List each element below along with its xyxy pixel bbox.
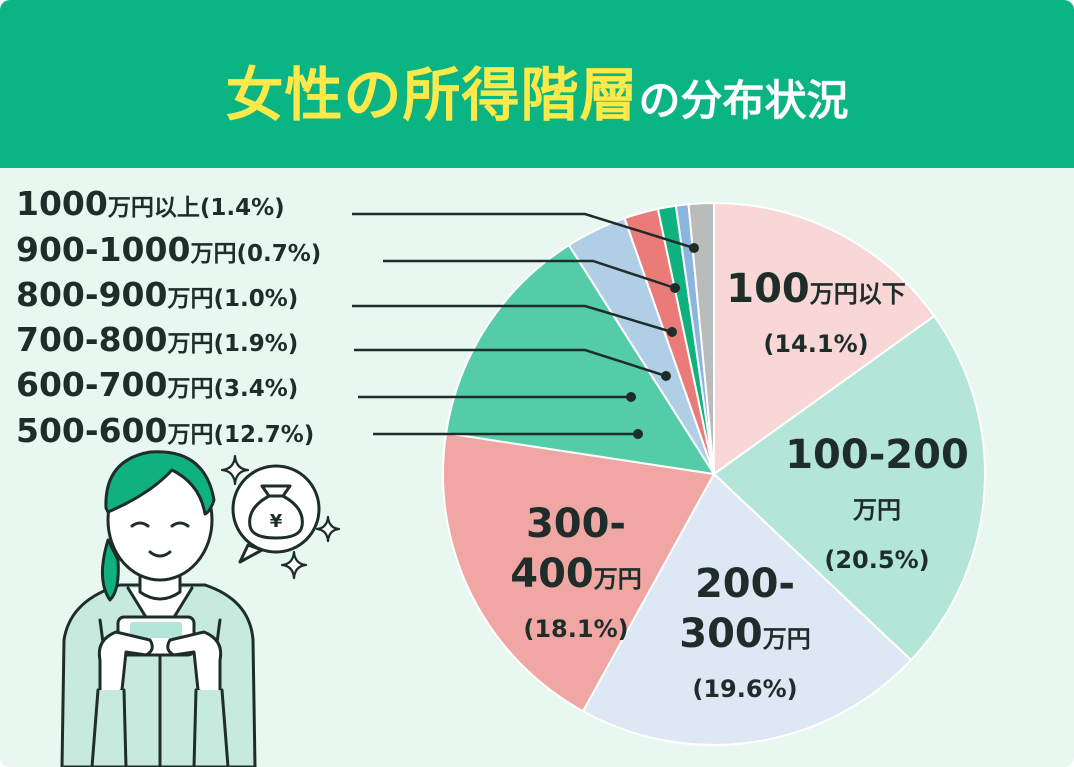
slice-label-2-line-0: 200- <box>695 561 795 607</box>
legend-unit: 万円 <box>167 286 214 312</box>
leader-dot-800-900 <box>667 327 677 337</box>
leader-line-700-800 <box>354 348 667 378</box>
slice-label-1-line-0: 100-200 <box>785 432 969 478</box>
pie-slice-9 <box>687 201 715 475</box>
slice-label-2-line-1: 300万円 <box>679 611 811 657</box>
legend-range: 800-900 <box>16 275 168 314</box>
legend-pct: (0.7%) <box>236 241 322 267</box>
leader-line-900-1000 <box>383 259 676 290</box>
money-bag-icon: ¥ <box>231 464 321 564</box>
svg-text:¥: ¥ <box>270 511 283 532</box>
slice-label-3-line-0: 300- <box>526 501 626 547</box>
pie-slice-1 <box>712 314 986 662</box>
page-title: 女性の所得階層の分布状況 <box>0 48 1074 132</box>
pie-slice-3 <box>442 431 716 713</box>
legend-range: 900-1000 <box>16 230 191 269</box>
legend-range: 600-700 <box>16 365 168 404</box>
slice-label-2-line-2: (19.6%) <box>692 675 797 703</box>
legend-item-900-1000: 900-1000万円(0.7%) <box>16 233 321 266</box>
legend-range: 1000 <box>16 184 108 223</box>
pie-slice-4 <box>444 243 717 476</box>
leader-dot-900-1000 <box>670 283 680 293</box>
leader-dot-1000-plus <box>689 243 699 253</box>
title-main: 女性の所得階層 <box>225 61 639 129</box>
legend-unit: 万円 <box>190 241 237 267</box>
slice-label-3-line-2: (18.1%) <box>523 615 628 643</box>
pie-slices <box>442 201 986 746</box>
leader-dot-500-600 <box>633 429 643 439</box>
legend-unit: 万円 <box>167 331 214 357</box>
legend-pct: (1.9%) <box>213 331 299 357</box>
leader-dot-700-800 <box>661 371 671 381</box>
slice-label-3-line-1: 400万円 <box>510 551 642 597</box>
legend-item-700-800: 700-800万円(1.9%) <box>16 323 298 356</box>
pie-slice-2 <box>581 472 913 746</box>
legend-item-1000-plus: 1000万円以上(1.4%) <box>16 187 285 220</box>
slice-label-0-line-0: 100万円以下 <box>726 266 906 312</box>
legend-leader-lines <box>352 212 699 439</box>
woman-illustration <box>60 450 257 767</box>
legend-range: 700-800 <box>16 320 168 359</box>
legend-unit: 万円 <box>167 376 214 402</box>
header-banner <box>0 0 1074 168</box>
legend-item-800-900: 800-900万円(1.0%) <box>16 278 298 311</box>
leader-dot-600-700 <box>626 392 636 402</box>
legend-item-600-700: 600-700万円(3.4%) <box>16 368 298 401</box>
slice-label-1-line-2: (20.5%) <box>824 546 929 574</box>
title-sub: の分布状況 <box>638 76 849 125</box>
legend-pct: (12.7%) <box>213 422 315 448</box>
legend-unit: 万円以上 <box>107 195 200 221</box>
slice-label-0-line-1: (14.1%) <box>763 330 868 358</box>
legend-pct: (1.0%) <box>213 286 299 312</box>
leader-line-1000-plus <box>352 212 695 250</box>
pie-slice-0 <box>713 201 936 476</box>
legend-range: 500-600 <box>16 411 168 450</box>
legend-pct: (1.4%) <box>199 195 285 221</box>
legend-pct: (3.4%) <box>213 376 299 402</box>
pie-slice-labels: 100万円以下 (14.1%) 100-200 万円 (20.5%) 200-300万円 (… <box>510 266 969 703</box>
legend-item-500-600: 500-600万円(12.7%) <box>16 414 314 447</box>
leader-line-800-900 <box>352 304 673 334</box>
legend-unit: 万円 <box>167 422 214 448</box>
slice-label-1-line-1: 万円 <box>853 496 901 524</box>
sparkle-icon <box>220 454 341 580</box>
